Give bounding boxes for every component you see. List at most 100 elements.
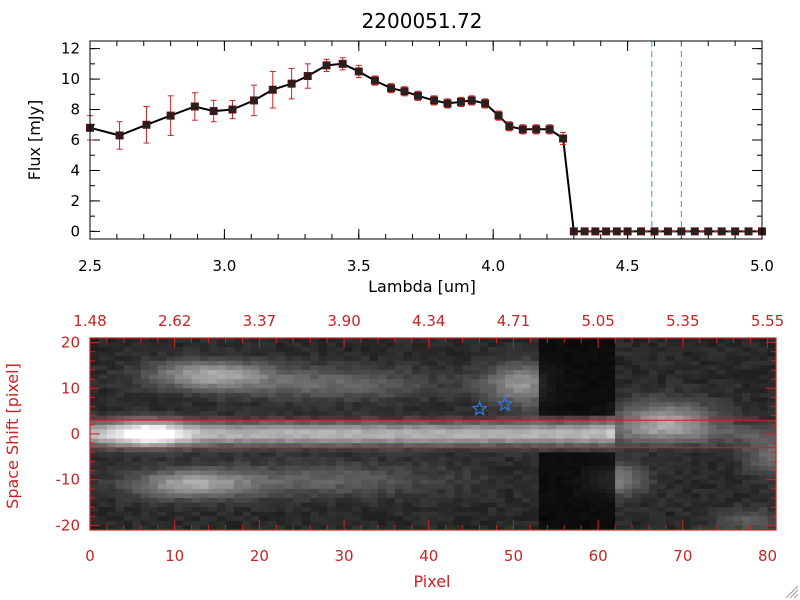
heatmap-cell bbox=[327, 438, 337, 444]
heatmap-cell bbox=[572, 520, 582, 526]
heatmap-cell bbox=[157, 511, 167, 517]
heatmap-cell bbox=[90, 392, 99, 398]
heatmap-cell bbox=[242, 434, 252, 439]
heatmap-cell bbox=[488, 392, 497, 398]
resize-grip-icon[interactable] bbox=[785, 585, 799, 599]
heatmap-cell bbox=[488, 397, 497, 403]
heatmap-cell bbox=[420, 475, 430, 481]
heatmap-cell bbox=[183, 415, 193, 421]
heatmap-cell bbox=[572, 466, 582, 471]
heatmap-cell bbox=[471, 347, 480, 353]
heatmap-cell bbox=[310, 507, 320, 513]
heatmap-cell bbox=[335, 466, 345, 471]
heatmap-cell bbox=[581, 484, 591, 490]
heatmap-cell bbox=[225, 438, 235, 444]
heatmap-cell bbox=[90, 429, 99, 435]
heatmap-cell bbox=[488, 379, 497, 385]
heatmap-cell bbox=[233, 411, 243, 417]
heatmap-cell bbox=[445, 452, 455, 458]
heatmap-cell bbox=[394, 374, 404, 380]
heatmap-cell bbox=[699, 365, 709, 371]
heatmap-cell bbox=[361, 360, 370, 366]
heatmap-cell bbox=[301, 479, 311, 485]
heatmap-cell bbox=[504, 360, 514, 366]
heatmap-cell bbox=[725, 392, 735, 398]
heatmap-cell bbox=[750, 402, 760, 407]
heatmap-cell bbox=[581, 498, 591, 503]
top-chart-frame bbox=[89, 40, 763, 240]
heatmap-cell bbox=[267, 365, 277, 371]
heatmap-cell bbox=[623, 342, 633, 348]
heatmap-cell bbox=[200, 447, 209, 453]
heatmap-cell bbox=[598, 374, 608, 380]
heatmap-cell bbox=[547, 351, 557, 357]
heatmap-cell bbox=[191, 452, 201, 458]
heatmap-cell bbox=[496, 397, 506, 403]
heatmap-cell bbox=[691, 443, 701, 449]
heatmap-cell bbox=[267, 379, 277, 385]
heatmap-cell bbox=[140, 475, 150, 481]
heatmap-cell bbox=[123, 420, 133, 426]
heatmap-cell bbox=[581, 402, 591, 407]
heatmap-cell bbox=[598, 383, 608, 389]
heatmap-cell bbox=[589, 470, 599, 476]
heatmap-cell bbox=[403, 347, 413, 353]
heatmap-cell bbox=[716, 406, 726, 412]
heatmap-cell bbox=[479, 351, 489, 357]
heatmap-cell bbox=[725, 411, 735, 417]
heatmap-cell bbox=[106, 411, 116, 417]
heatmap-cell bbox=[742, 429, 751, 435]
heatmap-cell bbox=[496, 470, 506, 476]
heatmap-cell bbox=[174, 475, 184, 481]
heatmap-cell bbox=[98, 360, 108, 366]
heatmap-cell bbox=[250, 502, 260, 508]
heatmap-cell bbox=[140, 429, 150, 435]
heatmap-cell bbox=[657, 502, 667, 508]
heatmap-cell bbox=[174, 388, 184, 394]
heatmap-cell bbox=[733, 415, 743, 421]
heatmap-cell bbox=[716, 502, 726, 508]
heatmap-cell bbox=[394, 379, 404, 385]
heatmap-cell bbox=[742, 438, 751, 444]
heatmap-cell bbox=[200, 456, 209, 462]
heatmap-cell bbox=[750, 452, 760, 458]
heatmap-cell bbox=[98, 520, 108, 526]
heatmap-cell bbox=[648, 379, 658, 385]
heatmap-cell bbox=[217, 456, 226, 462]
heatmap-cell bbox=[284, 383, 294, 389]
heatmap-cell bbox=[521, 365, 531, 371]
heatmap-cell bbox=[377, 493, 387, 499]
heatmap-cell bbox=[488, 420, 497, 426]
y-tick-label: -20 bbox=[56, 516, 81, 534]
heatmap-cell bbox=[615, 392, 624, 398]
heatmap-cell bbox=[369, 493, 379, 499]
heatmap-cell bbox=[674, 383, 684, 389]
heatmap-cell bbox=[479, 338, 489, 343]
heatmap-cell bbox=[157, 360, 167, 366]
heatmap-cell bbox=[454, 360, 464, 366]
heatmap-cell bbox=[327, 383, 337, 389]
heatmap-cell bbox=[242, 470, 252, 476]
heatmap-cell bbox=[513, 351, 523, 357]
heatmap-cell bbox=[674, 347, 684, 353]
heatmap-cell bbox=[352, 402, 362, 407]
heatmap-cell bbox=[386, 507, 396, 513]
heatmap-cell bbox=[750, 479, 760, 485]
heatmap-cell bbox=[488, 466, 497, 471]
heatmap-cell bbox=[157, 392, 167, 398]
heatmap-cell bbox=[267, 520, 277, 526]
heatmap-cell bbox=[166, 342, 176, 348]
heatmap-cell bbox=[377, 438, 387, 444]
heatmap-cell bbox=[191, 424, 201, 430]
heatmap-cell bbox=[759, 420, 768, 426]
heatmap-cell bbox=[471, 475, 480, 481]
heatmap-cell bbox=[547, 356, 557, 362]
heatmap-cell bbox=[665, 370, 675, 375]
heatmap-cell bbox=[691, 406, 701, 412]
data-point bbox=[612, 227, 621, 236]
heatmap-cell bbox=[521, 397, 531, 403]
heatmap-cell bbox=[496, 502, 506, 508]
heatmap-cell bbox=[504, 434, 514, 439]
heatmap-cell bbox=[217, 374, 226, 380]
data-point bbox=[249, 96, 258, 105]
